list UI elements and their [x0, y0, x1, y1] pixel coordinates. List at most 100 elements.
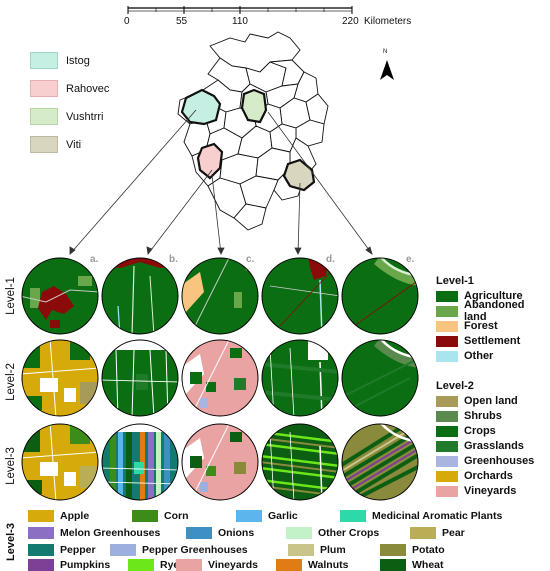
legend-level3-item: Plum: [288, 543, 346, 556]
legend-swatch: [436, 335, 458, 347]
circle-letter-b: b.: [169, 254, 178, 265]
legend-label: Pumpkins: [60, 558, 111, 571]
legend-level2-item: Open land: [436, 395, 518, 407]
circle-d-level2: [261, 339, 339, 417]
legend-swatch: [436, 320, 458, 332]
region-label-vushtrri: Vushtrri: [66, 110, 104, 123]
legend-label: Other: [464, 350, 494, 362]
circle-a-level1: [21, 257, 99, 335]
legend-label: Potato: [412, 543, 445, 556]
legend-label: Vineyards: [208, 558, 259, 571]
legend-swatch: [110, 543, 136, 556]
legend-label: Walnuts: [308, 558, 349, 571]
legend-swatch: [128, 558, 154, 571]
legend-label: Other Crops: [318, 526, 380, 539]
circle-e-level3: [341, 423, 419, 501]
legend-swatch: [340, 509, 366, 522]
legend-swatch: [410, 526, 436, 539]
legend-swatch: [436, 485, 458, 497]
legend-level3-item: Walnuts: [276, 558, 348, 571]
scale-tick-220: 220: [342, 16, 359, 27]
legend-swatch: [436, 290, 458, 302]
legend-label: Onions: [218, 526, 255, 539]
legend-label: Pepper: [60, 543, 96, 556]
legend-level2-item: Crops: [436, 425, 496, 437]
legend-swatch: [28, 558, 54, 571]
circle-letter-e: e.: [406, 254, 415, 265]
legend-level2-title: Level-2: [436, 380, 474, 392]
region-swatch-rahovec: [30, 80, 58, 97]
legend-level3-item: Onions: [186, 526, 254, 539]
legend-label: Corn: [164, 509, 189, 522]
legend-label: Vineyards: [464, 485, 517, 497]
legend-swatch: [28, 526, 54, 539]
region-swatch-vushtrri: [30, 108, 58, 125]
legend-label: Orchards: [464, 470, 513, 482]
legend-label: Medicinal Aromatic Plants: [372, 509, 503, 522]
legend-label: Plum: [320, 543, 346, 556]
region-viti-shape: [282, 158, 316, 192]
circle-letter-a: a.: [90, 254, 99, 265]
circle-b-level2: [101, 339, 179, 417]
legend-label: Apple: [60, 509, 90, 522]
legend-label: Pepper Greenhouses: [142, 543, 248, 556]
legend-level2-item: Greenhouses: [436, 455, 534, 467]
legend-label: Garlic: [268, 509, 298, 522]
legend-label: Rye: [160, 558, 180, 571]
legend-swatch: [436, 440, 458, 452]
legend-level2-item: Orchards: [436, 470, 513, 482]
legend-level3-item: Melon Greenhouses: [28, 526, 160, 539]
legend-swatch: [380, 543, 406, 556]
circle-c-level1: [181, 257, 259, 335]
circle-c-level3: [181, 423, 259, 501]
leader-lines: [69, 109, 373, 255]
scale-tick-110: 110: [232, 16, 248, 27]
region-rahovec-shape: [196, 142, 224, 180]
scale-tick-55: 55: [176, 16, 188, 27]
legend-swatch: [436, 455, 458, 467]
legend-swatch: [288, 543, 314, 556]
legend-level1-item: Settlement: [436, 335, 520, 347]
legend-swatch: [436, 470, 458, 482]
legend-level3-item: Potato: [380, 543, 445, 556]
legend-swatch: [132, 509, 158, 522]
legend-swatch: [176, 558, 202, 571]
region-legend-viti: Viti: [30, 136, 81, 153]
legend-level3-item: Wheat: [380, 558, 444, 571]
classification-circles: [21, 257, 419, 501]
legend-swatch: [436, 425, 458, 437]
legend-swatch: [236, 509, 262, 522]
region-label-viti: Viti: [66, 138, 82, 151]
scale-unit: Kilometers: [364, 16, 412, 27]
legend-level2-item: Vineyards: [436, 485, 516, 497]
legend-level2-item: Shrubs: [436, 410, 502, 422]
legend-level3-item: Garlic: [236, 509, 298, 522]
legend-label: Melon Greenhouses: [60, 526, 161, 539]
circle-d-level3: [261, 423, 339, 501]
legend-label: Forest: [464, 320, 498, 332]
legend-swatch: [436, 410, 458, 422]
legend-swatch: [380, 558, 406, 571]
circle-e-level1: [341, 257, 419, 335]
municipality-overview-map: [177, 31, 329, 231]
legend-level1-item: Forest: [436, 320, 498, 332]
legend-swatch: [276, 558, 302, 571]
legend-label: Crops: [464, 425, 496, 437]
legend-swatch: [436, 395, 458, 407]
region-swatch-istog: [30, 52, 58, 69]
scale-tick-0: 0: [124, 16, 130, 27]
legend-swatch: [436, 305, 458, 317]
legend-label: Settlement: [464, 335, 521, 347]
legend-label: Grasslands: [464, 440, 524, 452]
legend-level3-item: Medicinal Aromatic Plants: [340, 509, 502, 522]
circle-c-level2: [181, 339, 259, 417]
region-label-rahovec: Rahovec: [66, 82, 110, 95]
legend-label: Agriculture: [464, 290, 523, 302]
legend-level3-item: Pepper Greenhouses: [110, 543, 248, 556]
legend-level1-item: Agriculture: [436, 290, 523, 302]
legend-label: Shrubs: [464, 410, 502, 422]
circle-d-level1: [261, 257, 339, 335]
legend-level3-item: Corn: [132, 509, 189, 522]
legend-label: Greenhouses: [464, 455, 535, 467]
region-legend-vushtrri: Vushtrri: [30, 108, 104, 125]
